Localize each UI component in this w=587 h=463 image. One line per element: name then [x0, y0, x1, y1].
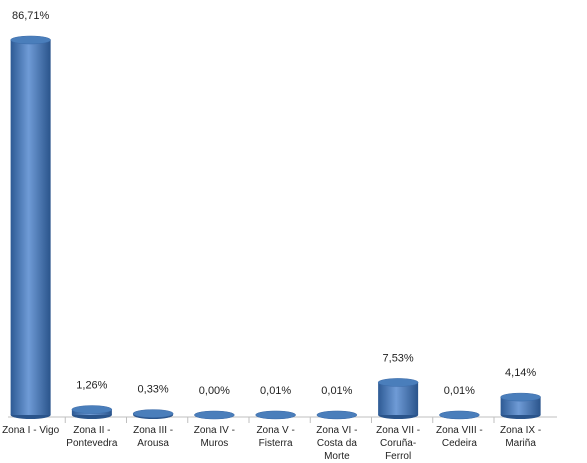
value-label: 86,71% [12, 10, 50, 22]
value-label: 0,33% [138, 383, 169, 395]
bar-top [439, 410, 480, 420]
bar-top [500, 392, 541, 402]
value-label: 1,26% [76, 379, 107, 391]
x-tick-label: Zona III - Arousa [133, 425, 174, 449]
value-label: 0,00% [199, 385, 230, 397]
bar [132, 409, 174, 419]
x-tick-label: Zona VII - Coruña- Ferrol [376, 425, 421, 462]
bar-top [255, 410, 296, 420]
x-tick-label: Zona IV - Muros [193, 425, 235, 449]
bar [71, 405, 113, 419]
bar-top [132, 409, 174, 418]
bar [194, 410, 235, 420]
x-tick-label: Zona II - Pontevedra [66, 425, 118, 449]
bar-body [500, 397, 541, 415]
bar-top [377, 378, 419, 387]
value-label: 0,01% [444, 385, 475, 397]
value-label: 4,14% [505, 367, 536, 379]
bar-body [378, 382, 419, 415]
value-label: 0,01% [321, 385, 352, 397]
bar-top [316, 410, 358, 420]
value-label: 0,01% [260, 385, 291, 397]
x-tick-label: Zona I - Vigo [2, 425, 60, 436]
bar [377, 378, 419, 419]
bar-body [10, 40, 51, 415]
bar-top [194, 410, 235, 420]
x-tick-label: Zona VIII - Cedeira [436, 425, 483, 449]
bar [10, 35, 51, 419]
x-tick-label: Zona V - Fisterra [256, 425, 295, 449]
x-tick-label: Zona VI - Costa da Morte [316, 425, 358, 462]
x-tick-label: Zona IX - Mariña [500, 425, 542, 449]
bar-top [10, 35, 51, 45]
bar [500, 392, 541, 419]
value-label: 7,53% [383, 352, 414, 364]
bar [255, 410, 296, 420]
bar [439, 410, 480, 420]
bar [316, 410, 358, 420]
bar-top [71, 405, 113, 414]
